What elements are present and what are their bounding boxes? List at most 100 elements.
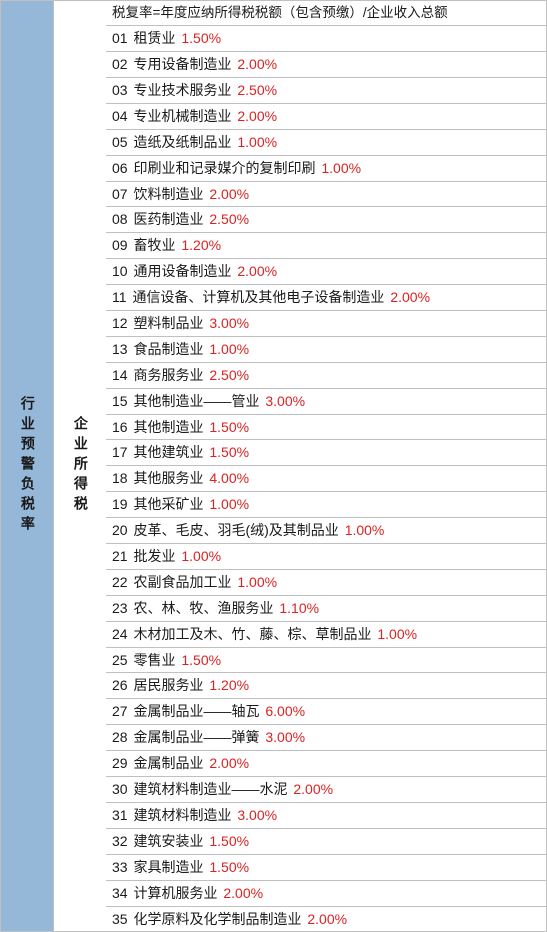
- table-row: 16 其他制造业 1.50%: [106, 414, 547, 440]
- row-number: 24: [112, 626, 128, 642]
- industry-name: 商务服务业: [133, 367, 203, 383]
- tax-rate: 4.00%: [209, 470, 249, 486]
- industry-name: 其他建筑业: [133, 444, 203, 460]
- table-row: 09 畜牧业 1.20%: [106, 232, 547, 258]
- tax-rate: 1.00%: [321, 160, 361, 176]
- row-number: 21: [112, 548, 128, 564]
- row-number: 33: [112, 859, 128, 875]
- industry-name: 专业机械制造业: [133, 108, 231, 124]
- industry-name: 其他采矿业: [133, 496, 203, 512]
- tax-rate: 2.00%: [307, 911, 347, 927]
- row-number: 29: [112, 755, 128, 771]
- row-number: 04: [112, 108, 128, 124]
- tax-rate: 1.00%: [209, 341, 249, 357]
- industry-name: 其他服务业: [133, 470, 203, 486]
- industry-name: 专业技术服务业: [133, 82, 231, 98]
- industry-name: 通用设备制造业: [133, 263, 231, 279]
- industry-name: 金属制品业: [133, 755, 203, 771]
- row-number: 15: [112, 393, 128, 409]
- tax-rate: 1.50%: [209, 833, 249, 849]
- table-row: 35 化学原料及化学制品制造业 2.00%: [106, 906, 547, 932]
- table-row: 20 皮革、毛皮、羽毛(绒)及其制品业 1.00%: [106, 517, 547, 543]
- table-row: 27 金属制品业——轴瓦 6.00%: [106, 698, 547, 724]
- tax-rate: 3.00%: [265, 393, 305, 409]
- industry-name: 其他制造业: [133, 419, 203, 435]
- table-row: 24 木材加工及木、竹、藤、棕、草制品业 1.00%: [106, 621, 547, 647]
- row-number: 31: [112, 807, 128, 823]
- table-row: 04 专业机械制造业 2.00%: [106, 103, 547, 129]
- tax-rate: 3.00%: [265, 729, 305, 745]
- table-row: 11 通信设备、计算机及其他电子设备制造业 2.00%: [106, 284, 547, 310]
- industry-name: 租赁业: [133, 30, 175, 46]
- row-number: 27: [112, 703, 128, 719]
- tax-rate: 2.00%: [209, 186, 249, 202]
- industry-name: 计算机服务业: [133, 885, 217, 901]
- row-number: 18: [112, 470, 128, 486]
- table-row: 28 金属制品业——弹簧 3.00%: [106, 724, 547, 750]
- tax-rate: 2.00%: [237, 263, 277, 279]
- industry-name: 其他制造业——管业: [133, 393, 259, 409]
- table-row: 12 塑料制品业 3.00%: [106, 310, 547, 336]
- table-row: 32 建筑安装业 1.50%: [106, 828, 547, 854]
- industry-name: 建筑安装业: [133, 833, 203, 849]
- row-number: 22: [112, 574, 128, 590]
- tax-rate-table: 行业预警负税率 企业所得税 税复率=年度应纳所得税税额（包含预缴）/企业收入总额…: [0, 0, 547, 932]
- row-number: 28: [112, 729, 128, 745]
- table-row: 31 建筑材料制造业 3.00%: [106, 802, 547, 828]
- tax-rate: 1.50%: [209, 859, 249, 875]
- table-row: 25 零售业 1.50%: [106, 647, 547, 673]
- left-category-label: 行业预警负税率: [15, 396, 39, 536]
- table-row: 05 造纸及纸制品业 1.00%: [106, 129, 547, 155]
- tax-rate: 3.00%: [209, 315, 249, 331]
- tax-rate: 3.00%: [237, 807, 277, 823]
- row-number: 06: [112, 160, 128, 176]
- industry-name: 金属制品业——轴瓦: [133, 703, 259, 719]
- industry-name: 批发业: [133, 548, 175, 564]
- tax-rate: 1.00%: [345, 522, 385, 538]
- row-number: 07: [112, 186, 128, 202]
- tax-rate: 2.00%: [223, 885, 263, 901]
- tax-rate: 2.00%: [390, 289, 430, 305]
- table-row: 01 租赁业 1.50%: [106, 25, 547, 51]
- table-row: 33 家具制造业 1.50%: [106, 854, 547, 880]
- row-number: 16: [112, 419, 128, 435]
- tax-rate: 1.00%: [209, 496, 249, 512]
- industry-name: 建筑材料制造业: [133, 807, 231, 823]
- tax-rate: 1.00%: [237, 574, 277, 590]
- row-number: 10: [112, 263, 128, 279]
- table-row: 06 印刷业和记录媒介的复制印刷 1.00%: [106, 155, 547, 181]
- table-row: 17 其他建筑业 1.50%: [106, 439, 547, 465]
- industry-name: 家具制造业: [133, 859, 203, 875]
- tax-rate: 1.00%: [377, 626, 417, 642]
- row-number: 25: [112, 652, 128, 668]
- industry-name: 农副食品加工业: [133, 574, 231, 590]
- industry-name: 造纸及纸制品业: [133, 134, 231, 150]
- industry-name: 皮革、毛皮、羽毛(绒)及其制品业: [133, 522, 338, 538]
- industry-name: 居民服务业: [133, 677, 203, 693]
- industry-name: 零售业: [133, 652, 175, 668]
- tax-rate: 2.00%: [237, 56, 277, 72]
- table-row: 18 其他服务业 4.00%: [106, 465, 547, 491]
- row-number: 05: [112, 134, 128, 150]
- industry-name: 塑料制品业: [133, 315, 203, 331]
- table-row: 30 建筑材料制造业——水泥 2.00%: [106, 776, 547, 802]
- industry-name: 木材加工及木、竹、藤、棕、草制品业: [133, 626, 371, 642]
- tax-rate: 1.50%: [181, 652, 221, 668]
- formula-header: 税复率=年度应纳所得税税额（包含预缴）/企业收入总额: [106, 0, 547, 25]
- industry-name: 食品制造业: [133, 341, 203, 357]
- industry-name: 饮料制造业: [133, 186, 203, 202]
- row-number: 12: [112, 315, 128, 331]
- row-number: 19: [112, 496, 128, 512]
- row-number: 20: [112, 522, 128, 538]
- row-number: 09: [112, 237, 128, 253]
- tax-rate: 2.50%: [209, 211, 249, 227]
- table-row: 29 金属制品业 2.00%: [106, 750, 547, 776]
- industry-name: 畜牧业: [133, 237, 175, 253]
- mid-category-label: 企业所得税: [68, 416, 92, 516]
- table-row: 03 专业技术服务业 2.50%: [106, 77, 547, 103]
- industry-name: 化学原料及化学制品制造业: [133, 911, 301, 927]
- table-row: 34 计算机服务业 2.00%: [106, 880, 547, 906]
- row-number: 08: [112, 211, 128, 227]
- table-row: 15 其他制造业——管业 3.00%: [106, 388, 547, 414]
- row-number: 23: [112, 600, 128, 616]
